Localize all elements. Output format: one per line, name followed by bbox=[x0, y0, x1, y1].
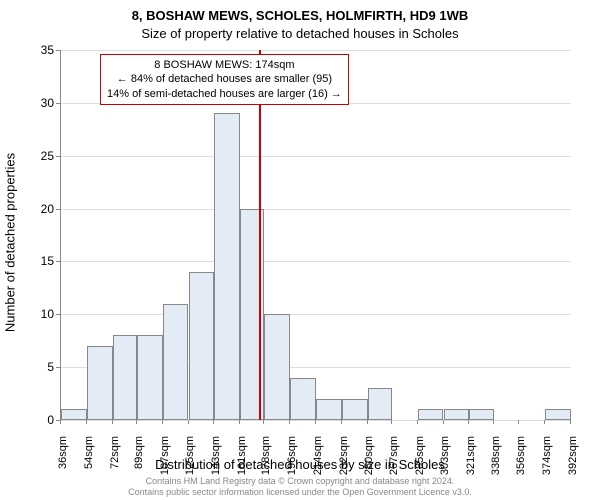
footer-line2: Contains public sector information licen… bbox=[0, 487, 600, 498]
y-tick-label: 35 bbox=[24, 43, 54, 57]
grid-line bbox=[61, 420, 571, 421]
x-tick-mark bbox=[136, 420, 137, 424]
y-tick-mark bbox=[56, 156, 60, 157]
histogram-bar bbox=[418, 409, 444, 420]
x-tick-mark bbox=[162, 420, 163, 424]
histogram-bar bbox=[137, 335, 163, 420]
y-tick-mark bbox=[56, 103, 60, 104]
y-tick-label: 10 bbox=[24, 307, 54, 321]
x-tick-mark bbox=[213, 420, 214, 424]
x-tick-mark bbox=[570, 420, 571, 424]
x-tick-mark bbox=[239, 420, 240, 424]
histogram-bar bbox=[316, 399, 342, 420]
annotation-line2: ← 84% of detached houses are smaller (95… bbox=[107, 72, 342, 86]
chart-container: 8, BOSHAW MEWS, SCHOLES, HOLMFIRTH, HD9 … bbox=[0, 0, 600, 500]
x-tick-mark bbox=[367, 420, 368, 424]
y-tick-label: 5 bbox=[24, 360, 54, 374]
histogram-bar bbox=[240, 209, 264, 420]
y-tick-label: 0 bbox=[24, 413, 54, 427]
x-axis-label: Distribution of detached houses by size … bbox=[0, 457, 600, 472]
y-tick-mark bbox=[56, 261, 60, 262]
grid-line bbox=[61, 50, 571, 51]
histogram-bar bbox=[163, 304, 189, 420]
grid-line bbox=[61, 156, 571, 157]
plot-area bbox=[60, 50, 571, 421]
grid-line bbox=[61, 314, 571, 315]
histogram-bar bbox=[214, 113, 240, 420]
histogram-bar bbox=[342, 399, 368, 420]
y-tick-label: 20 bbox=[24, 202, 54, 216]
x-tick-mark bbox=[518, 420, 519, 424]
y-tick-label: 15 bbox=[24, 254, 54, 268]
annotation-line3: 14% of semi-detached houses are larger (… bbox=[107, 87, 342, 101]
histogram-bar bbox=[264, 314, 290, 420]
histogram-bar bbox=[290, 378, 316, 420]
x-tick-mark bbox=[60, 420, 61, 424]
histogram-bar bbox=[545, 409, 571, 420]
y-tick-mark bbox=[56, 367, 60, 368]
x-tick-mark bbox=[86, 420, 87, 424]
x-tick-mark bbox=[188, 420, 189, 424]
annotation-line1: 8 BOSHAW MEWS: 174sqm bbox=[107, 58, 342, 72]
footer-attribution: Contains HM Land Registry data © Crown c… bbox=[0, 476, 600, 498]
x-tick-mark bbox=[417, 420, 418, 424]
y-axis-label: Number of detached properties bbox=[3, 63, 18, 242]
x-tick-mark bbox=[341, 420, 342, 424]
histogram-bar bbox=[368, 388, 392, 420]
grid-line bbox=[61, 209, 571, 210]
y-tick-mark bbox=[56, 314, 60, 315]
annotation-box: 8 BOSHAW MEWS: 174sqm← 84% of detached h… bbox=[100, 54, 349, 105]
x-tick-mark bbox=[263, 420, 264, 424]
histogram-bar bbox=[469, 409, 493, 420]
x-tick-mark bbox=[112, 420, 113, 424]
chart-title-main: 8, BOSHAW MEWS, SCHOLES, HOLMFIRTH, HD9 … bbox=[0, 8, 600, 23]
x-tick-mark bbox=[315, 420, 316, 424]
histogram-bar bbox=[444, 409, 470, 420]
histogram-bar bbox=[113, 335, 137, 420]
histogram-bar bbox=[87, 346, 113, 420]
y-tick-label: 30 bbox=[24, 96, 54, 110]
histogram-bar bbox=[61, 409, 87, 420]
x-tick-mark bbox=[289, 420, 290, 424]
x-tick-mark bbox=[391, 420, 392, 424]
y-tick-label: 25 bbox=[24, 149, 54, 163]
grid-line bbox=[61, 261, 571, 262]
chart-title-sub: Size of property relative to detached ho… bbox=[0, 26, 600, 41]
x-tick-mark bbox=[468, 420, 469, 424]
reference-line bbox=[259, 50, 261, 420]
x-tick-mark bbox=[443, 420, 444, 424]
x-tick-mark bbox=[493, 420, 494, 424]
histogram-bar bbox=[189, 272, 215, 420]
y-tick-mark bbox=[56, 209, 60, 210]
footer-line1: Contains HM Land Registry data © Crown c… bbox=[0, 476, 600, 487]
x-tick-mark bbox=[544, 420, 545, 424]
y-tick-mark bbox=[56, 50, 60, 51]
